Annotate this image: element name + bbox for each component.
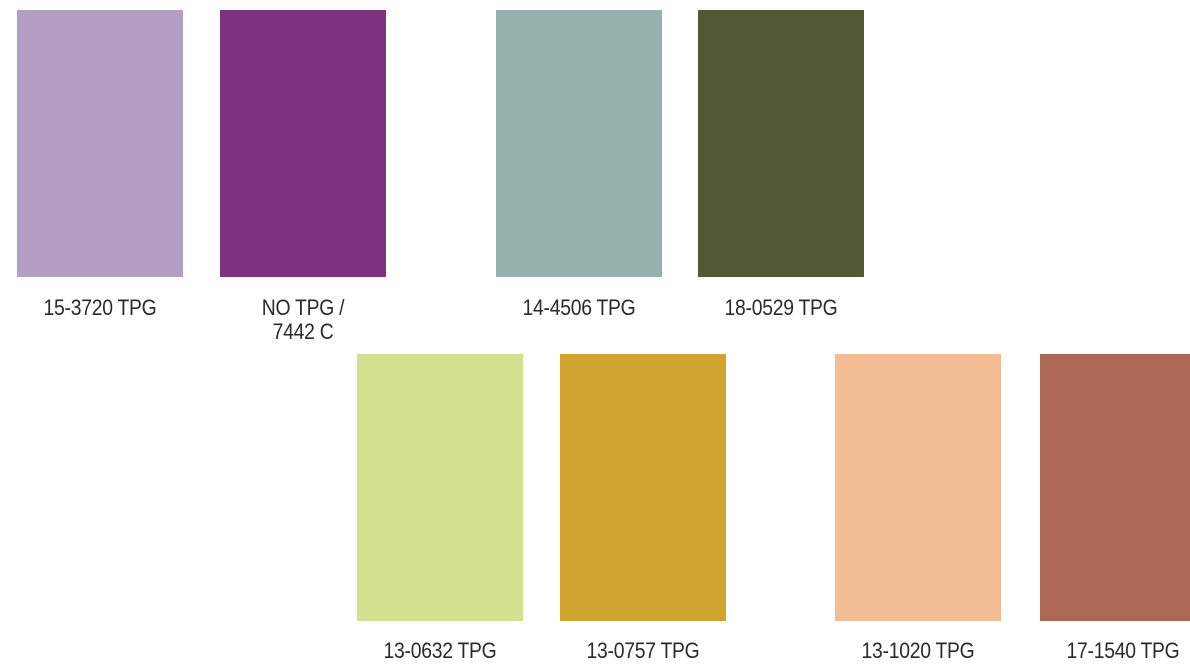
swatch-label-2-line-1: NO TPG / xyxy=(261,295,345,320)
color-swatch-1 xyxy=(17,10,183,277)
swatch-label-8: 17-1540 TPG xyxy=(1050,639,1190,663)
swatch-label-3: 14-4506 TPG xyxy=(506,296,652,320)
color-swatch-4 xyxy=(698,10,864,277)
color-swatch-7 xyxy=(835,354,1001,621)
color-swatch-5 xyxy=(357,354,523,621)
swatch-label-4: 18-0529 TPG xyxy=(708,296,854,320)
swatch-label-6-line-1: 13-0757 TPG xyxy=(586,638,700,663)
swatch-label-1: 15-3720 TPG xyxy=(27,296,173,320)
swatch-label-4-line-1: 18-0529 TPG xyxy=(724,295,838,320)
color-swatch-6 xyxy=(560,354,726,621)
swatch-label-8-line-1: 17-1540 TPG xyxy=(1066,638,1180,663)
swatch-label-7-line-1: 13-1020 TPG xyxy=(861,638,975,663)
swatch-label-1-line-1: 15-3720 TPG xyxy=(43,295,157,320)
swatch-label-5: 13-0632 TPG xyxy=(367,639,513,663)
color-swatch-2 xyxy=(220,10,386,277)
swatch-label-7: 13-1020 TPG xyxy=(845,639,991,663)
swatch-label-2-line-2: 7442 C xyxy=(272,319,334,344)
swatch-label-6: 13-0757 TPG xyxy=(570,639,716,663)
color-swatch-8 xyxy=(1040,354,1190,621)
swatch-label-3-line-1: 14-4506 TPG xyxy=(522,295,636,320)
swatch-label-5-line-1: 13-0632 TPG xyxy=(383,638,497,663)
color-swatch-3 xyxy=(496,10,662,277)
swatch-label-2: NO TPG / 7442 C xyxy=(230,296,376,344)
